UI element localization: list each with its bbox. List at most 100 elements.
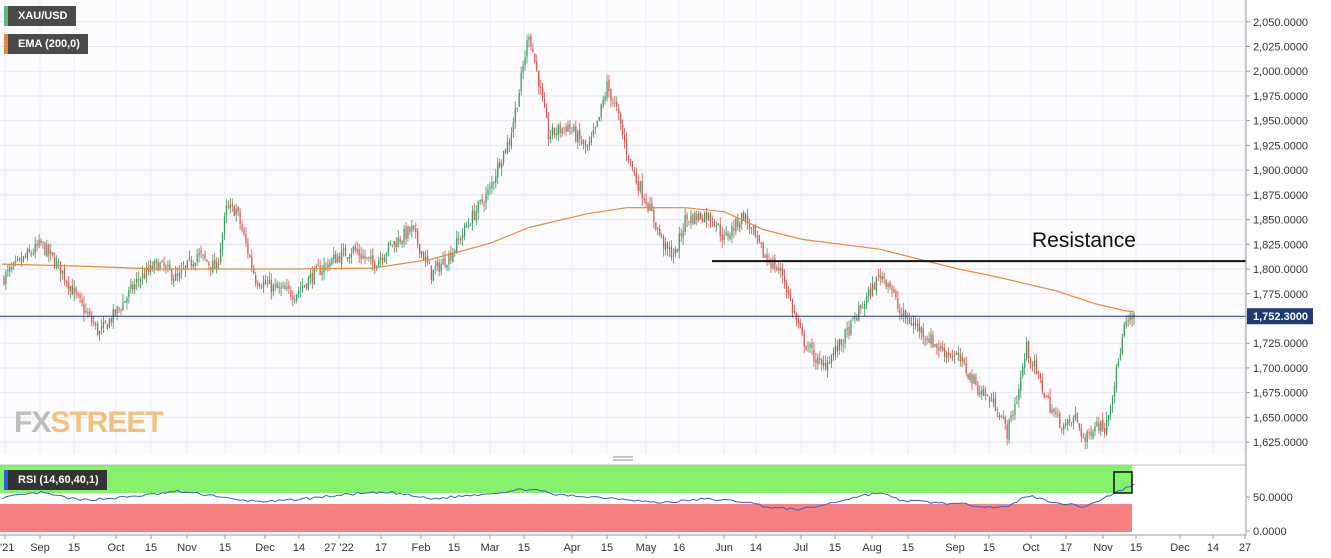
candle-body [137, 278, 140, 280]
candle-body [216, 262, 218, 271]
candle-body [582, 142, 585, 144]
candle-body [1096, 421, 1098, 426]
candle-body [467, 224, 470, 226]
candle-body [401, 241, 403, 244]
candle-body [85, 310, 87, 313]
panel-resize-handle[interactable] [613, 456, 633, 461]
price-axis: 2,050.0000 2,025.0000 2,000.0000 1,975.0000… [1246, 17, 1308, 449]
candle-body [442, 258, 444, 265]
candle-body [1002, 417, 1004, 419]
candle-body [553, 127, 555, 135]
candle-body [994, 398, 997, 411]
candle-body [444, 258, 446, 267]
symbol-legend[interactable]: XAU/USD [4, 6, 76, 26]
candle-body [54, 257, 56, 268]
x-tick-label: May [636, 542, 657, 554]
candle-body [828, 363, 831, 365]
candle-body [321, 270, 323, 276]
candle-body [34, 243, 36, 254]
candle-body [659, 228, 661, 235]
x-tick-label: Apr [563, 542, 580, 554]
candle-body [864, 304, 866, 309]
candle-body [534, 53, 536, 62]
candle-body [789, 293, 792, 301]
candle-body [342, 248, 345, 250]
candle-body [616, 101, 618, 107]
candle-body [938, 347, 940, 351]
candle-body [198, 252, 200, 256]
candle-body [319, 265, 321, 275]
candle-body [69, 286, 71, 291]
candle-body [577, 131, 579, 143]
candle-body [495, 176, 497, 183]
candle-body [782, 268, 784, 276]
candle-body [510, 133, 513, 146]
candle-body [483, 204, 485, 206]
candle-body [657, 227, 659, 229]
rsi-legend[interactable]: RSI (14,60,40,1) [4, 470, 107, 490]
candle-body [692, 214, 694, 224]
candle-body [333, 254, 335, 260]
candle-body [1086, 431, 1088, 443]
candle-body [910, 323, 913, 326]
candle-body [231, 204, 233, 206]
candle-body [194, 262, 196, 266]
rsi-tick-label: 50.0000 [1253, 492, 1293, 504]
candle-body [420, 251, 423, 255]
candle-body [1102, 419, 1104, 430]
candle-body [424, 256, 427, 261]
candle-body [670, 246, 673, 258]
candle-body [36, 243, 38, 246]
candle-body [65, 281, 68, 283]
candle-body [405, 227, 407, 240]
candle-body [381, 257, 384, 261]
candle-body [98, 331, 101, 335]
candle-body [852, 317, 854, 319]
candle-body [678, 233, 680, 252]
candle-body [178, 272, 181, 278]
candle-body [709, 214, 712, 222]
x-tick-label: Oct [1022, 542, 1039, 554]
candle-body [348, 256, 351, 259]
candle-body [645, 198, 647, 204]
candle-body [713, 221, 716, 226]
candle-body [530, 36, 532, 47]
candle-body [1080, 428, 1082, 437]
candle-body [663, 236, 665, 249]
candle-body [71, 285, 73, 295]
candle-body [116, 306, 118, 314]
candle-body [63, 268, 66, 281]
candle-body [294, 299, 296, 301]
candle-body [450, 252, 452, 261]
candle-body [471, 210, 473, 225]
candle-body [930, 334, 932, 345]
candle-body [1078, 423, 1080, 429]
candle-body [694, 212, 696, 225]
candle-body [627, 155, 630, 161]
candle-body [631, 161, 634, 169]
candle-body [95, 323, 97, 326]
candle-body [565, 126, 567, 132]
candle-body [1047, 395, 1049, 398]
candle-body [132, 284, 134, 290]
x-tick-label: 15 [1130, 542, 1142, 554]
candle-body [282, 286, 284, 288]
candle-body [653, 210, 655, 222]
ema-legend[interactable]: EMA (200,0) [4, 34, 88, 54]
candle-body [52, 252, 54, 256]
candle-body [432, 269, 434, 281]
candle-body [953, 355, 956, 357]
x-tick-label: 14 [293, 542, 305, 554]
candle-body [1090, 431, 1092, 437]
candle-body [260, 287, 263, 289]
candle-body [42, 241, 44, 243]
candle-body [50, 251, 52, 254]
candle-body [506, 142, 509, 154]
candle-body [473, 210, 475, 220]
candle-body [245, 234, 247, 243]
ema-legend-label: EMA (200,0) [18, 38, 80, 50]
resistance-label: Resistance [1032, 229, 1136, 252]
candle-body [415, 228, 417, 233]
candle-body [1129, 315, 1131, 321]
